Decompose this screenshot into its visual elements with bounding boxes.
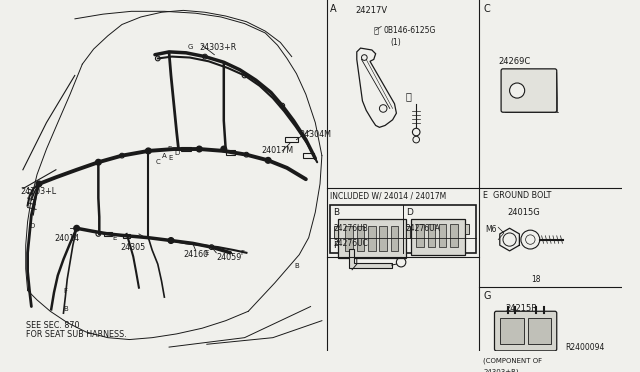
- Circle shape: [221, 146, 227, 152]
- Text: 24303+R: 24303+R: [199, 44, 237, 52]
- Text: D: D: [406, 208, 413, 217]
- Text: B: B: [63, 307, 68, 312]
- Text: E: E: [169, 155, 173, 161]
- Text: (COMPONENT OF: (COMPONENT OF: [483, 357, 542, 364]
- Text: 24276UC: 24276UC: [333, 238, 368, 248]
- Text: 24014: 24014: [54, 234, 79, 243]
- Text: F: F: [333, 241, 339, 250]
- Circle shape: [196, 146, 202, 152]
- Polygon shape: [349, 249, 392, 268]
- Text: C: C: [483, 4, 490, 14]
- Text: 24160: 24160: [183, 250, 209, 259]
- Text: A: A: [330, 4, 337, 14]
- Bar: [123, 234, 131, 238]
- Text: 24303+L: 24303+L: [20, 187, 56, 196]
- Bar: [391, 227, 398, 251]
- Text: 24017M: 24017M: [262, 146, 294, 155]
- Bar: [428, 224, 435, 247]
- Bar: [500, 318, 524, 344]
- Bar: [410, 219, 465, 255]
- Circle shape: [509, 83, 525, 98]
- Bar: [368, 227, 376, 251]
- Text: 24215R: 24215R: [506, 304, 538, 313]
- Bar: [406, 227, 410, 238]
- Circle shape: [266, 157, 271, 163]
- Text: 24276UB: 24276UB: [333, 224, 368, 234]
- Bar: [181, 147, 191, 151]
- Text: 24217V: 24217V: [355, 6, 387, 15]
- Text: C: C: [156, 159, 160, 165]
- Bar: [450, 224, 458, 247]
- Bar: [465, 224, 469, 234]
- Text: E: E: [205, 250, 209, 256]
- Bar: [439, 224, 446, 247]
- Text: INCLUDED W/ 24014 / 24017M: INCLUDED W/ 24014 / 24017M: [330, 192, 447, 201]
- Text: FOR SEAT SUB HARNESS.: FOR SEAT SUB HARNESS.: [26, 330, 127, 339]
- Text: 24304M: 24304M: [300, 130, 332, 139]
- Text: E: E: [112, 235, 116, 241]
- Text: 24269C: 24269C: [499, 57, 531, 65]
- Bar: [380, 227, 387, 251]
- Text: Ⓑ: Ⓑ: [374, 26, 379, 35]
- Circle shape: [36, 181, 42, 187]
- Bar: [416, 224, 424, 247]
- Text: E  GROUND BOLT: E GROUND BOLT: [483, 192, 552, 201]
- Text: D: D: [174, 150, 179, 156]
- Text: 24015G: 24015G: [508, 208, 540, 218]
- Text: G: G: [187, 44, 193, 50]
- Text: (1): (1): [391, 38, 401, 47]
- Text: 24059: 24059: [216, 253, 242, 262]
- Text: 24276UA: 24276UA: [406, 224, 441, 234]
- Text: 0B146-6125G: 0B146-6125G: [383, 26, 436, 35]
- Circle shape: [95, 159, 101, 165]
- FancyBboxPatch shape: [501, 69, 557, 112]
- Bar: [334, 227, 338, 238]
- Text: SEE SEC. 870: SEE SEC. 870: [26, 321, 79, 330]
- Text: 18: 18: [531, 275, 541, 285]
- Bar: [356, 227, 364, 251]
- Bar: [303, 153, 314, 158]
- Text: Ⓑ: Ⓑ: [406, 91, 412, 101]
- Text: M6: M6: [485, 225, 497, 234]
- Circle shape: [74, 225, 79, 231]
- Text: G: G: [483, 291, 491, 301]
- Bar: [104, 232, 111, 236]
- Bar: [330, 205, 476, 253]
- Text: R2400094: R2400094: [565, 343, 605, 352]
- Text: A: A: [162, 153, 167, 158]
- FancyBboxPatch shape: [495, 311, 557, 351]
- Circle shape: [145, 148, 151, 154]
- Text: F: F: [63, 288, 67, 294]
- Text: 24303+R): 24303+R): [483, 369, 519, 372]
- Bar: [527, 318, 551, 344]
- Text: D: D: [29, 223, 35, 230]
- Bar: [285, 137, 298, 142]
- Bar: [226, 150, 235, 155]
- Text: 24305: 24305: [120, 243, 145, 252]
- Bar: [338, 219, 406, 259]
- Bar: [346, 227, 353, 251]
- Text: B: B: [333, 208, 339, 217]
- Text: B: B: [294, 263, 299, 269]
- Circle shape: [168, 238, 174, 243]
- Text: E: E: [167, 146, 172, 152]
- Text: F: F: [241, 250, 244, 256]
